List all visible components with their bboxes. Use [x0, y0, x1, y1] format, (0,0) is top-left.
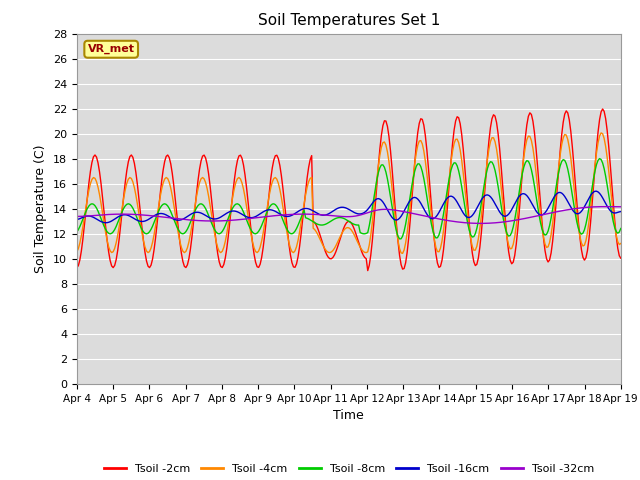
- Tsoil -32cm: [73, 214, 81, 219]
- Tsoil -16cm: [617, 209, 625, 215]
- Tsoil -8cm: [396, 236, 403, 242]
- Tsoil -16cm: [588, 191, 596, 196]
- Tsoil -32cm: [262, 214, 270, 219]
- Tsoil -2cm: [262, 218, 270, 224]
- Tsoil -16cm: [237, 210, 244, 216]
- Tsoil -4cm: [588, 191, 596, 197]
- Tsoil -32cm: [140, 212, 147, 218]
- Line: Tsoil -32cm: Tsoil -32cm: [77, 207, 621, 223]
- Line: Tsoil -8cm: Tsoil -8cm: [77, 158, 621, 239]
- Y-axis label: Soil Temperature (C): Soil Temperature (C): [35, 144, 47, 273]
- Tsoil -32cm: [588, 204, 596, 210]
- Tsoil -16cm: [255, 212, 262, 218]
- Line: Tsoil -16cm: Tsoil -16cm: [77, 191, 621, 223]
- Tsoil -16cm: [102, 220, 109, 226]
- Tsoil -4cm: [140, 238, 147, 244]
- Tsoil -4cm: [262, 211, 270, 217]
- Tsoil -32cm: [477, 220, 485, 226]
- Tsoil -4cm: [73, 249, 81, 255]
- Tsoil -2cm: [617, 255, 625, 261]
- Tsoil -4cm: [597, 130, 605, 136]
- Tsoil -2cm: [588, 202, 596, 208]
- Tsoil -8cm: [140, 229, 147, 235]
- Tsoil -4cm: [311, 227, 319, 232]
- Tsoil -16cm: [312, 210, 320, 216]
- Tsoil -2cm: [311, 220, 319, 226]
- Tsoil -8cm: [253, 230, 261, 236]
- Tsoil -8cm: [235, 202, 243, 207]
- Tsoil -2cm: [253, 264, 261, 270]
- Tsoil -8cm: [588, 185, 596, 191]
- Tsoil -2cm: [73, 265, 81, 271]
- Tsoil -4cm: [399, 251, 406, 256]
- Line: Tsoil -4cm: Tsoil -4cm: [77, 133, 621, 253]
- Line: Tsoil -2cm: Tsoil -2cm: [77, 109, 621, 271]
- Tsoil -32cm: [235, 217, 243, 223]
- Tsoil -32cm: [311, 212, 319, 217]
- Tsoil -2cm: [599, 106, 607, 112]
- Tsoil -16cm: [593, 188, 600, 194]
- Tsoil -8cm: [617, 226, 625, 231]
- Tsoil -8cm: [262, 211, 270, 217]
- Tsoil -16cm: [264, 207, 271, 213]
- Tsoil -2cm: [140, 238, 147, 244]
- Title: Soil Temperatures Set 1: Soil Temperatures Set 1: [258, 13, 440, 28]
- Tsoil -16cm: [73, 216, 81, 222]
- Tsoil -16cm: [141, 218, 149, 224]
- X-axis label: Time: Time: [333, 409, 364, 422]
- Tsoil -32cm: [253, 215, 261, 221]
- Tsoil -32cm: [602, 204, 609, 210]
- Tsoil -2cm: [364, 268, 372, 274]
- Text: VR_met: VR_met: [88, 44, 134, 54]
- Tsoil -2cm: [235, 153, 243, 159]
- Tsoil -4cm: [235, 175, 243, 180]
- Tsoil -4cm: [617, 240, 625, 246]
- Tsoil -8cm: [73, 229, 81, 235]
- Tsoil -8cm: [596, 156, 604, 161]
- Tsoil -32cm: [617, 204, 625, 210]
- Tsoil -8cm: [311, 220, 319, 226]
- Tsoil -4cm: [253, 250, 261, 255]
- Legend: Tsoil -2cm, Tsoil -4cm, Tsoil -8cm, Tsoil -16cm, Tsoil -32cm: Tsoil -2cm, Tsoil -4cm, Tsoil -8cm, Tsoi…: [99, 460, 598, 479]
